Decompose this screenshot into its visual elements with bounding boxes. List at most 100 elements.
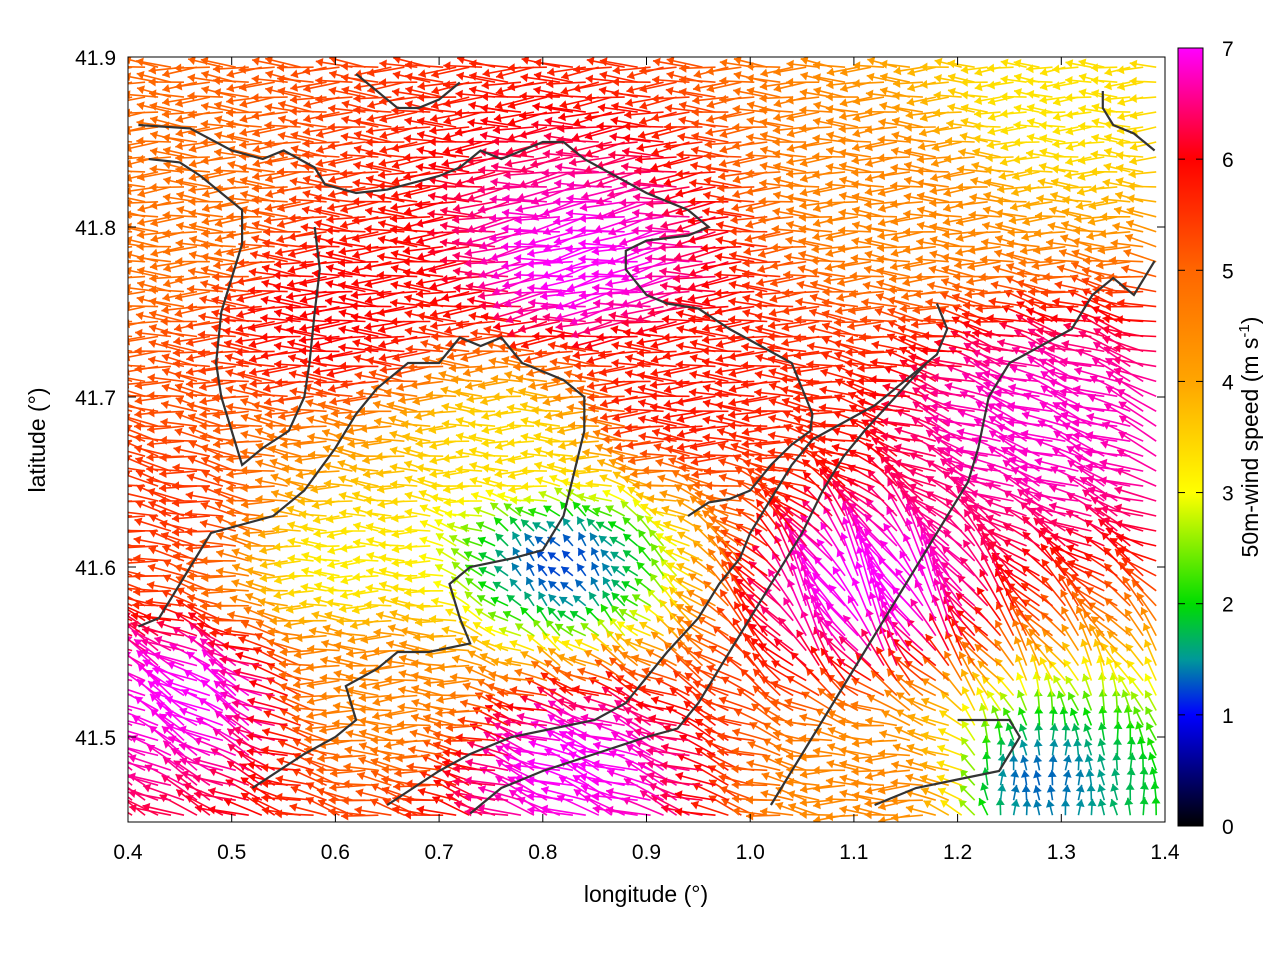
wind-vector bbox=[261, 745, 301, 757]
wind-vector bbox=[625, 760, 665, 786]
wind-vector bbox=[877, 768, 910, 778]
wind-vector bbox=[799, 810, 833, 819]
wind-vector bbox=[1126, 767, 1136, 786]
wind-vector bbox=[1087, 798, 1097, 816]
wind-vector bbox=[558, 776, 600, 801]
wind-vector bbox=[1146, 737, 1157, 756]
x-tick-label: 1.3 bbox=[1047, 841, 1076, 864]
wind-vector bbox=[292, 726, 327, 742]
y-tick-label: 41.9 bbox=[75, 47, 116, 70]
wind-vector bbox=[891, 760, 924, 772]
wind-vector bbox=[128, 747, 159, 757]
wind-vector bbox=[395, 753, 431, 763]
wind-vector bbox=[452, 777, 496, 787]
wind-vector bbox=[226, 727, 263, 757]
wind-vector bbox=[128, 786, 146, 801]
wind-vector bbox=[481, 748, 522, 772]
wind-vector bbox=[747, 740, 781, 757]
y-tick-label: 41.6 bbox=[75, 557, 116, 580]
wind-vector bbox=[240, 792, 276, 816]
wind-vector bbox=[409, 729, 444, 742]
x-tick-label: 0.5 bbox=[217, 841, 246, 864]
wind-vector bbox=[370, 757, 405, 772]
wind-vector bbox=[142, 783, 185, 801]
wind-vector bbox=[304, 756, 340, 772]
wind-vector bbox=[937, 787, 963, 801]
wind-vector bbox=[838, 746, 872, 757]
wind-vector bbox=[610, 731, 652, 757]
wind-vector bbox=[341, 811, 379, 821]
wind-vector bbox=[193, 790, 236, 801]
wind-vector bbox=[905, 804, 937, 816]
wind-vector bbox=[1010, 769, 1020, 786]
wind-vector bbox=[660, 791, 703, 801]
wind-vector bbox=[208, 767, 250, 787]
wind-vector bbox=[128, 730, 159, 742]
wind-vector bbox=[1097, 798, 1107, 816]
wind-vector bbox=[1139, 797, 1149, 816]
wind-vector bbox=[419, 770, 457, 787]
colorbar-label: 50m-wind speed (m s-1) bbox=[1236, 317, 1263, 558]
wind-vector bbox=[623, 777, 664, 801]
wind-vector bbox=[396, 737, 431, 747]
wind-vector bbox=[1085, 769, 1095, 786]
wind-vector bbox=[982, 751, 992, 771]
wind-vector bbox=[959, 752, 976, 771]
wind-vector bbox=[407, 745, 444, 757]
wind-vector bbox=[690, 800, 729, 816]
wind-vector bbox=[996, 737, 1006, 756]
wind-vector bbox=[1062, 769, 1072, 786]
wind-vector bbox=[179, 756, 224, 772]
wind-vector bbox=[1061, 799, 1070, 816]
wind-vector bbox=[1033, 770, 1042, 786]
wind-vector bbox=[1021, 784, 1031, 801]
wind-vector bbox=[528, 739, 574, 757]
wind-vector bbox=[356, 771, 392, 787]
wind-vector bbox=[878, 799, 911, 811]
wind-vector bbox=[761, 772, 794, 787]
wind-vector bbox=[639, 789, 678, 816]
wind-vector bbox=[1010, 799, 1020, 816]
wind-vector bbox=[717, 732, 755, 742]
wind-vector bbox=[358, 729, 392, 742]
wind-vector bbox=[923, 800, 950, 816]
colorbar-tick-label: 6 bbox=[1222, 149, 1234, 172]
wind-vector bbox=[1084, 739, 1093, 756]
wind-vector bbox=[826, 759, 859, 772]
wind-vector bbox=[591, 776, 638, 787]
wind-vector bbox=[812, 783, 846, 793]
wind-vector bbox=[606, 768, 651, 787]
wind-vector bbox=[275, 775, 314, 787]
wind-vector bbox=[732, 728, 768, 742]
wind-vector bbox=[214, 709, 250, 742]
wind-vector bbox=[178, 742, 224, 757]
wind-vector bbox=[1020, 755, 1029, 771]
wind-vector bbox=[864, 784, 898, 795]
x-tick-label: 1.1 bbox=[839, 841, 868, 864]
y-axis-label: latitude (°) bbox=[24, 387, 50, 492]
wind-vector bbox=[261, 779, 301, 789]
wind-vector bbox=[718, 773, 755, 787]
wind-vector bbox=[731, 780, 768, 790]
wind-vector bbox=[341, 796, 379, 806]
wind-vector bbox=[405, 779, 444, 789]
wind-vector bbox=[1063, 754, 1072, 771]
wind-vector bbox=[392, 805, 431, 816]
wind-vector bbox=[1084, 754, 1094, 771]
wind-vector bbox=[982, 735, 991, 756]
wind-vector bbox=[452, 764, 496, 774]
x-axis-label: longitude (°) bbox=[584, 881, 708, 907]
wind-vector bbox=[799, 752, 833, 762]
wind-vector bbox=[825, 777, 859, 787]
wind-vector bbox=[675, 771, 716, 787]
wind-vector bbox=[129, 803, 172, 816]
wind-vector bbox=[1137, 736, 1146, 756]
wind-vector bbox=[1009, 754, 1019, 771]
wind-vector bbox=[433, 779, 470, 801]
wind-vector bbox=[128, 773, 146, 786]
wind-vector bbox=[433, 730, 470, 742]
wind-vector bbox=[591, 759, 638, 772]
wind-vector bbox=[1112, 753, 1122, 771]
wind-vector bbox=[1020, 770, 1030, 786]
